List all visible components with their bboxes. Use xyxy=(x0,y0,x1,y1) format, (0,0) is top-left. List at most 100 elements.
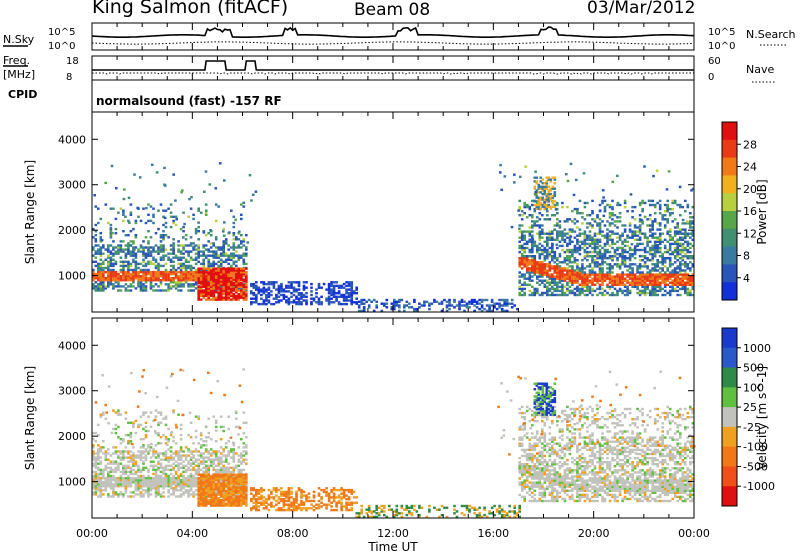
power-cell xyxy=(295,301,298,304)
velocity-cell xyxy=(232,466,236,469)
power-cell xyxy=(224,283,228,287)
power-cell xyxy=(237,287,241,290)
power-cell xyxy=(117,252,120,255)
power-cell xyxy=(658,224,662,227)
power-cell xyxy=(548,275,552,278)
power-cell xyxy=(224,285,228,288)
velocity-cell xyxy=(139,483,143,486)
power-cell xyxy=(297,281,301,284)
power-cell xyxy=(137,279,140,282)
power-cell xyxy=(102,260,105,263)
power-cell xyxy=(569,235,573,238)
power-cell xyxy=(535,182,539,185)
power-cell xyxy=(277,295,281,298)
power-cell xyxy=(297,299,301,302)
power-cell xyxy=(214,254,218,257)
velocity-cell xyxy=(107,472,110,476)
power-cell xyxy=(305,302,308,306)
power-cell xyxy=(661,277,664,280)
power-cell xyxy=(646,275,649,278)
power-cell xyxy=(230,264,233,268)
power-cell xyxy=(653,279,657,282)
power-cell xyxy=(601,283,604,286)
power-cell xyxy=(621,240,624,243)
power-cell xyxy=(531,216,534,219)
power-cell xyxy=(367,298,371,302)
power-cell xyxy=(513,304,516,307)
power-cell xyxy=(536,216,539,219)
velocity-cell xyxy=(137,466,140,469)
power-cell xyxy=(631,281,634,284)
power-cell xyxy=(172,248,175,251)
power-cell xyxy=(255,297,258,300)
velocity-cell xyxy=(152,481,155,484)
power-cell xyxy=(222,246,225,249)
power-cell xyxy=(162,234,165,237)
power-cell xyxy=(623,257,627,260)
power-cell xyxy=(666,273,669,276)
power-cell xyxy=(673,226,677,229)
power-cell xyxy=(204,234,208,237)
velocity-cell xyxy=(179,450,183,453)
power-cell xyxy=(230,267,233,270)
power-cell xyxy=(676,238,679,241)
power-cell xyxy=(227,258,230,261)
power-cell xyxy=(214,256,218,259)
power-cell xyxy=(147,262,150,266)
power-cell xyxy=(290,284,293,288)
velocity-cell xyxy=(117,478,120,482)
power-cell xyxy=(202,260,205,263)
power-cell xyxy=(653,277,657,280)
power-cell xyxy=(222,234,226,237)
power-cell xyxy=(100,239,104,242)
power-cell xyxy=(345,292,348,295)
power-cell xyxy=(518,214,521,217)
velocity-cell xyxy=(137,478,140,482)
velocity-cell xyxy=(184,464,188,467)
power-cell xyxy=(202,278,205,281)
power-cell xyxy=(224,289,228,292)
velocity-cell xyxy=(109,481,113,484)
nsearch-trace xyxy=(91,41,695,45)
power-cell xyxy=(646,218,649,221)
power-cell xyxy=(588,269,592,272)
velocity-cell xyxy=(187,489,190,492)
power-cell xyxy=(202,230,205,233)
power-cell xyxy=(129,285,133,288)
power-cell xyxy=(224,258,228,261)
velocity-cell xyxy=(147,493,150,496)
power-cell xyxy=(152,289,155,292)
power-cell xyxy=(199,291,203,294)
power-cell xyxy=(208,183,212,186)
power-cell xyxy=(568,242,572,246)
power-cell xyxy=(583,248,587,252)
power-cell xyxy=(219,291,223,294)
velocity-cell xyxy=(202,458,205,461)
power-cell xyxy=(553,293,557,297)
power-cell xyxy=(164,279,168,282)
power-cell xyxy=(285,284,288,288)
power-cell xyxy=(187,275,190,278)
velocity-cell xyxy=(109,495,113,498)
power-cell xyxy=(302,299,306,302)
power-cell xyxy=(92,283,95,286)
power-cell xyxy=(535,194,539,198)
power-cell xyxy=(546,240,549,243)
power-cell xyxy=(137,283,140,286)
power-cell xyxy=(197,254,200,257)
velocity-cell xyxy=(227,450,230,453)
power-cell xyxy=(586,252,589,256)
velocity-cell xyxy=(164,468,168,472)
power-cell xyxy=(104,270,108,274)
power-cell xyxy=(162,277,165,280)
power-cell xyxy=(578,244,582,248)
power-cell xyxy=(227,294,230,298)
power-cell xyxy=(539,207,543,210)
power-cell xyxy=(533,287,537,291)
power-cell xyxy=(257,290,261,293)
velocity-cell xyxy=(219,478,223,482)
velocity-cell xyxy=(139,493,143,496)
power-cell xyxy=(433,300,436,303)
power-cell xyxy=(561,275,564,278)
velocity-cell xyxy=(99,476,103,480)
